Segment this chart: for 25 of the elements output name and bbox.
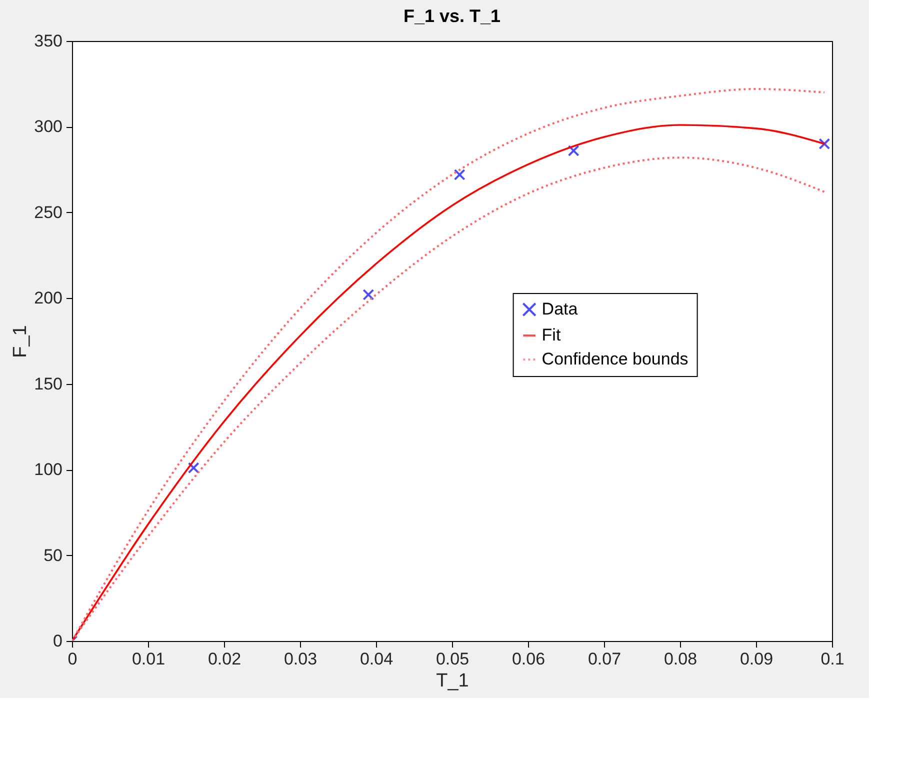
chart-title: F_1 vs. T_1 bbox=[403, 6, 501, 26]
x-tick-label: 0.02 bbox=[208, 650, 242, 668]
x-tick-label: 0.01 bbox=[132, 650, 166, 668]
x-axis-title: T_1 bbox=[436, 670, 469, 692]
x-tick-label: 0.08 bbox=[664, 650, 698, 668]
y-axis-title: F_1 bbox=[10, 325, 32, 358]
x-tick-label: 0.07 bbox=[588, 650, 622, 668]
legend-label: Data bbox=[542, 300, 578, 318]
y-tick-label: 50 bbox=[44, 546, 62, 565]
legend-label: Fit bbox=[542, 326, 561, 344]
y-tick-label: 300 bbox=[34, 117, 62, 136]
x-tick-label: 0.09 bbox=[740, 650, 774, 668]
x-tick-label: 0.1 bbox=[820, 650, 844, 668]
y-tick-label: 0 bbox=[53, 632, 62, 650]
x-tick-label: 0 bbox=[68, 650, 78, 668]
x-tick-label: 0.05 bbox=[436, 650, 470, 668]
x-tick-label: 0.06 bbox=[512, 650, 546, 668]
y-tick-label: 100 bbox=[34, 460, 62, 480]
x-tick-label: 0.04 bbox=[360, 650, 394, 668]
y-tick-label: 150 bbox=[34, 374, 62, 394]
x-tick-label: 0.03 bbox=[284, 650, 318, 668]
legend-label: Confidence bounds bbox=[542, 350, 688, 368]
y-tick-label: 250 bbox=[34, 202, 62, 222]
y-tick-label: 200 bbox=[34, 288, 62, 308]
y-tick-label: 350 bbox=[34, 32, 62, 50]
